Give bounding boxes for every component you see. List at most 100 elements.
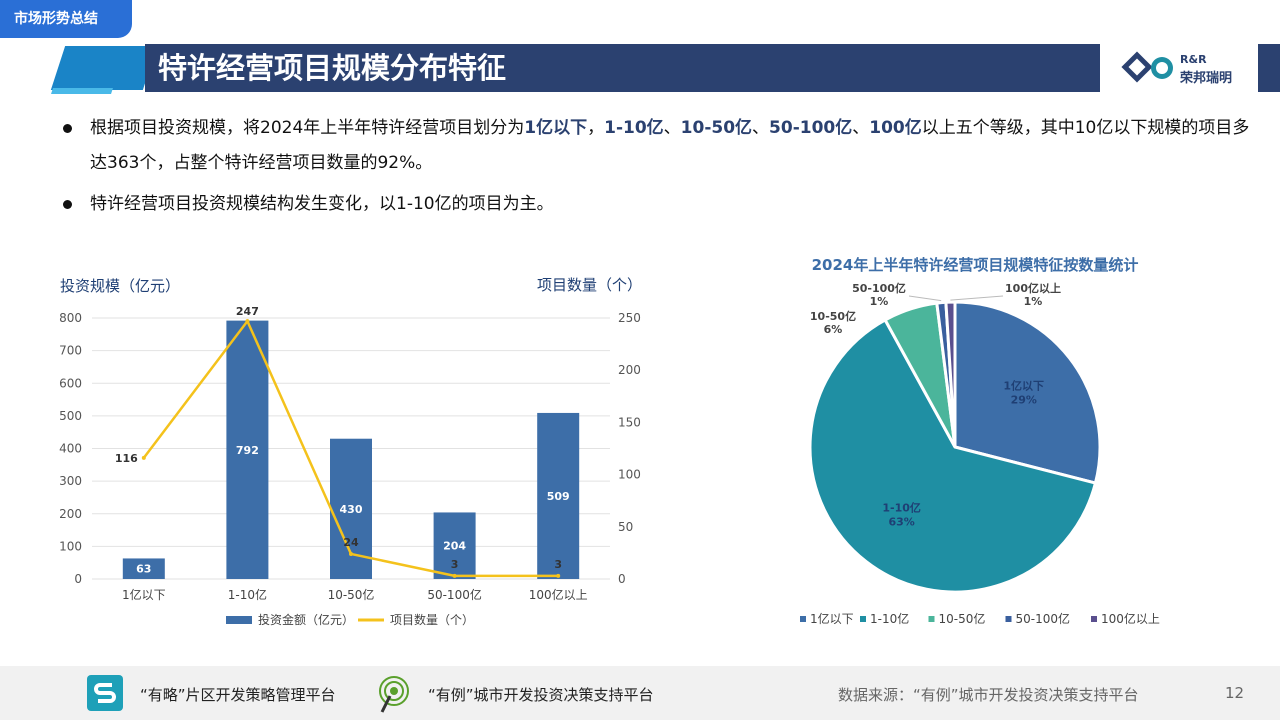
bullet-paragraph-2: 特许经营项目投资规模结构发生变化，以1-10亿的项目为主。: [90, 187, 1260, 222]
emphasis-text: 100亿: [869, 118, 922, 138]
paragraph-text: 以上五个等级，其中10亿以下规模的项目多达363个，占整个特许经营项目数量的92…: [90, 118, 1250, 173]
x-tick-label: 50-100亿: [427, 587, 482, 602]
paragraph-text: 、: [752, 118, 770, 138]
title-bar: [145, 44, 1100, 92]
pie-slice: [953, 300, 1102, 485]
y-tick-left: 500: [59, 409, 82, 423]
page-number: 12: [1225, 684, 1245, 702]
bar-value-label: 204: [443, 540, 466, 553]
bullet-dot: [63, 200, 72, 209]
bar-value-label: 509: [547, 490, 570, 503]
y-tick-left: 0: [74, 572, 82, 586]
company-logo: [1121, 51, 1173, 83]
x-tick-label: 1亿以下: [122, 587, 166, 602]
legend-swatch: [1091, 616, 1097, 622]
pie-percent-label: 1%: [870, 295, 889, 308]
line-point: [141, 455, 146, 460]
legend-label: 项目数量（个）: [390, 612, 474, 627]
paragraph-text: 、: [663, 118, 681, 138]
pie-percent-label: 63%: [889, 516, 915, 529]
emphasis-text: 10-50亿: [680, 118, 753, 138]
line-point: [452, 573, 457, 578]
footer-bar: [0, 666, 1280, 720]
pie-leader-line: [908, 295, 942, 302]
y-tick-left: 100: [59, 539, 82, 553]
pie-title: 2024年上半年特许经营项目规模特征按数量统计: [812, 256, 1139, 274]
bar-value-label: 430: [340, 503, 363, 516]
legend-label: 1-10亿: [870, 611, 909, 626]
y-tick-right: 200: [618, 363, 641, 377]
youli-platform-icon: [379, 676, 409, 713]
bar-value-label: 792: [236, 444, 259, 457]
bar: [226, 320, 269, 579]
bar: [433, 512, 476, 579]
line-point: [556, 573, 561, 578]
legend-swatch: [928, 616, 935, 622]
x-tick-label: 1-10亿: [228, 587, 267, 602]
pie-leader-line: [950, 295, 1004, 301]
y-axis-left-title: 投资规模（亿元）: [60, 277, 180, 295]
bar: [122, 558, 165, 579]
logo-text-en: R&R: [1180, 53, 1207, 66]
y-tick-left: 200: [59, 507, 82, 521]
bar: [537, 412, 580, 579]
emphasis-text: 50-100亿: [769, 118, 853, 138]
legend-label: 10-50亿: [939, 611, 986, 626]
section-tab: 市场形势总结: [0, 0, 132, 38]
legend-label: 50-100亿: [1016, 611, 1071, 626]
pie-category-label: 1-10亿: [882, 501, 921, 515]
y-axis-right-title: 项目数量（个）: [537, 276, 642, 294]
legend-label: 1亿以下: [810, 611, 854, 626]
line-value-label: 116: [115, 452, 138, 465]
pie-percent-label: 6%: [824, 323, 843, 336]
line-value-label: 3: [554, 558, 562, 571]
investment-combo-chart: 投资规模（亿元） 项目数量（个）0100200300400500600700800…: [59, 276, 642, 627]
title-bar-end: [1258, 44, 1280, 92]
pie-category-label: 1亿以下: [1003, 379, 1044, 393]
y-tick-right: 50: [618, 520, 633, 534]
y-tick-left: 600: [59, 376, 82, 390]
x-tick-label: 100亿以上: [529, 587, 588, 602]
project-count-pie-chart: 2024年上半年特许经营项目规模特征按数量统计1亿以下29%1-10亿63%10…: [800, 256, 1160, 626]
footer-platform-1: “有略”片区开发策略管理平台: [140, 686, 336, 704]
title-accent-shape: [50, 46, 158, 90]
pie-slice: [808, 317, 1098, 594]
pie-category-label: 100亿以上: [1005, 281, 1061, 295]
legend-label: 投资金额（亿元）: [258, 612, 354, 627]
y-tick-left: 300: [59, 474, 82, 488]
y-tick-right: 150: [618, 415, 641, 429]
y-tick-right: 0: [618, 572, 626, 586]
pie-category-label: 50-100亿: [852, 281, 906, 295]
paragraph-text: 特许经营项目投资规模结构发生变化，以1-10亿的项目为主。: [90, 194, 554, 214]
x-tick-label: 10-50亿: [328, 587, 375, 602]
line-value-label: 24: [343, 536, 359, 549]
legend-swatch-bar: [226, 616, 252, 624]
page-title: 特许经营项目规模分布特征: [158, 51, 507, 85]
paragraph-text: 、: [852, 118, 870, 138]
pie-percent-label: 29%: [1011, 394, 1037, 407]
bar-value-label: 63: [136, 563, 151, 576]
y-tick-left: 400: [59, 442, 82, 456]
line-value-label: 247: [236, 305, 259, 318]
legend-swatch: [800, 616, 806, 622]
footer-platform-2: “有例”城市开发投资决策支持平台: [428, 686, 654, 704]
pie-category-label: 10-50亿: [810, 309, 856, 323]
emphasis-text: 1-10亿: [604, 118, 664, 138]
line-point: [245, 319, 250, 324]
paragraph-text: 根据项目投资规模，将2024年上半年特许经营项目划分为: [90, 118, 525, 138]
paragraph-text: ，: [587, 118, 605, 138]
line-point: [349, 551, 353, 556]
title-accent-stripe: [51, 88, 113, 94]
line-value-label: 3: [451, 558, 459, 571]
bullet-paragraph-1: 根据项目投资规模，将2024年上半年特许经营项目划分为1亿以下，1-10亿、10…: [90, 111, 1260, 181]
legend-swatch: [1005, 616, 1012, 622]
logo-text-cn: 荣邦瑞明: [1180, 71, 1233, 86]
legend-swatch: [860, 616, 866, 622]
y-tick-right: 250: [618, 311, 641, 325]
emphasis-text: 1亿以下: [524, 118, 588, 138]
pie-percent-label: 1%: [1024, 295, 1043, 308]
y-tick-left: 800: [59, 311, 82, 325]
youlue-platform-icon: [87, 675, 123, 711]
y-tick-left: 700: [59, 344, 82, 358]
legend-label: 100亿以上: [1101, 611, 1160, 626]
